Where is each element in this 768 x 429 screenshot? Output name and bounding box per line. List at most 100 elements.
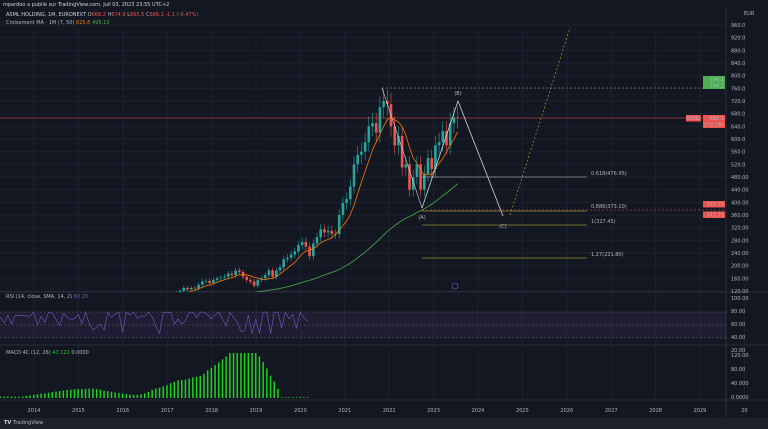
- ma-fast-value: 625.8: [76, 20, 91, 26]
- rsi-legend[interactable]: RSI (14, close, SMA, 14, 2) 60.20: [6, 294, 88, 301]
- candle-body: [400, 135, 404, 168]
- price-tick-label: 160.00: [731, 276, 749, 282]
- candle-body: [293, 251, 297, 255]
- macd-bar: [184, 379, 187, 398]
- macd-legend[interactable]: MACD 4C (12, 26) 47.121 0.0000: [6, 350, 89, 357]
- time-tick-label: 2014: [28, 408, 41, 414]
- rsi-tick-label: 40.00: [731, 335, 745, 341]
- macd-bar: [210, 367, 213, 398]
- candle-body: [408, 164, 411, 190]
- price-panel: [0, 27, 726, 292]
- candle-body: [323, 229, 326, 233]
- macd-bar: [147, 391, 150, 398]
- macd-bar: [277, 388, 279, 398]
- macd-bar: [221, 359, 224, 398]
- candle-body: [441, 131, 445, 143]
- candle-body: [245, 276, 248, 280]
- last-price-label-bg: [703, 115, 725, 122]
- candle-body: [356, 154, 359, 165]
- macd-value: 47.121: [52, 350, 70, 356]
- time-tick-label: 2025: [516, 408, 529, 414]
- candle-body: [234, 270, 237, 276]
- macd-label: MACD 4C (12, 26): [6, 350, 51, 356]
- fib-price-label: 372.75: [707, 202, 725, 208]
- rsi-tick-label: 100.00: [731, 296, 749, 302]
- time-tick-label: 2028: [649, 408, 662, 414]
- time-tick-label: 20: [741, 408, 747, 414]
- candle-body: [423, 173, 426, 190]
- candle-body: [278, 267, 282, 271]
- macd-bar: [81, 389, 83, 398]
- candle-body: [223, 276, 226, 278]
- macd-bar: [188, 378, 190, 398]
- candle-body: [271, 270, 274, 277]
- event-marker-icon: [451, 282, 459, 290]
- candle-body: [411, 177, 415, 190]
- macd-bar: [158, 387, 161, 398]
- macd-bar: [92, 388, 94, 398]
- wave-label-b: (B): [454, 91, 461, 97]
- macd-bar: [292, 397, 294, 398]
- currency-label[interactable]: EUR: [744, 11, 755, 17]
- macd-bar: [255, 353, 257, 398]
- macd-bar: [58, 391, 61, 398]
- candle-body: [212, 279, 215, 284]
- macd-bar: [36, 394, 39, 398]
- candle-body: [256, 279, 260, 286]
- candle-body: [252, 281, 256, 286]
- footer: TV TradingView: [0, 418, 768, 429]
- candle-body: [208, 280, 211, 284]
- macd-bar: [269, 375, 272, 398]
- candle-body: [360, 151, 363, 155]
- price-tick-label: 680.0: [731, 112, 745, 118]
- time-tick-label: 2022: [383, 408, 396, 414]
- symbol-price-tag-bg: [686, 115, 701, 122]
- countdown-label: 27d 19h: [703, 123, 724, 129]
- candle-body: [330, 230, 334, 234]
- macd-bar: [232, 353, 235, 398]
- candle-body: [204, 280, 208, 282]
- h-label: H: [107, 12, 112, 18]
- candle-body: [315, 237, 319, 244]
- macd-bar: [99, 389, 102, 398]
- macd-bar: [77, 388, 79, 398]
- time-tick-label: 2026: [560, 408, 573, 414]
- brand-label: TradingView: [13, 420, 44, 426]
- macd-bar: [66, 389, 68, 398]
- high-price-label2-bg: [703, 82, 725, 89]
- time-tick-label: 2021: [338, 408, 351, 414]
- candle-body: [448, 123, 452, 146]
- macd-bar: [273, 381, 275, 398]
- price-tick-label: 600.0: [731, 137, 745, 143]
- fib-label: 0.618(476.95): [591, 171, 627, 177]
- wave-abc-line: [421, 99, 504, 217]
- wave-label-a: (A): [418, 215, 425, 221]
- candle-body: [238, 270, 241, 272]
- macd-bar: [84, 388, 87, 398]
- macd-bar: [44, 393, 46, 398]
- macd-bar: [169, 383, 172, 398]
- candle-body: [426, 158, 430, 174]
- candle-body: [289, 254, 293, 258]
- macd-bar: [166, 385, 168, 398]
- candle-body: [300, 241, 304, 246]
- c-label: C: [145, 12, 150, 18]
- macd-bar: [243, 353, 246, 398]
- symbol-name[interactable]: ASML HOLDING, 1M, EURONEXT: [6, 12, 87, 18]
- candle-body: [219, 277, 223, 279]
- symbol-legend: ASML HOLDING, 1M, EURONEXT O668.2 H674.9…: [6, 12, 198, 19]
- candle-body: [434, 145, 437, 170]
- candle-body: [275, 270, 278, 277]
- ma-fast-line: [187, 116, 458, 292]
- macd-bar: [247, 353, 250, 398]
- fib-label: 1(327.45): [591, 219, 616, 225]
- ma-legend[interactable]: Croisement MA · 1M (7, 50) 625.8 495.13: [6, 20, 109, 27]
- time-tick-label: 2019: [250, 408, 263, 414]
- macd-bar: [7, 396, 9, 398]
- publisher-line: mpardoo a publié sur TradingView.com, Ju…: [3, 2, 170, 8]
- candle-body: [319, 229, 322, 238]
- macd-bar: [258, 356, 261, 398]
- wave-line: [381, 87, 423, 209]
